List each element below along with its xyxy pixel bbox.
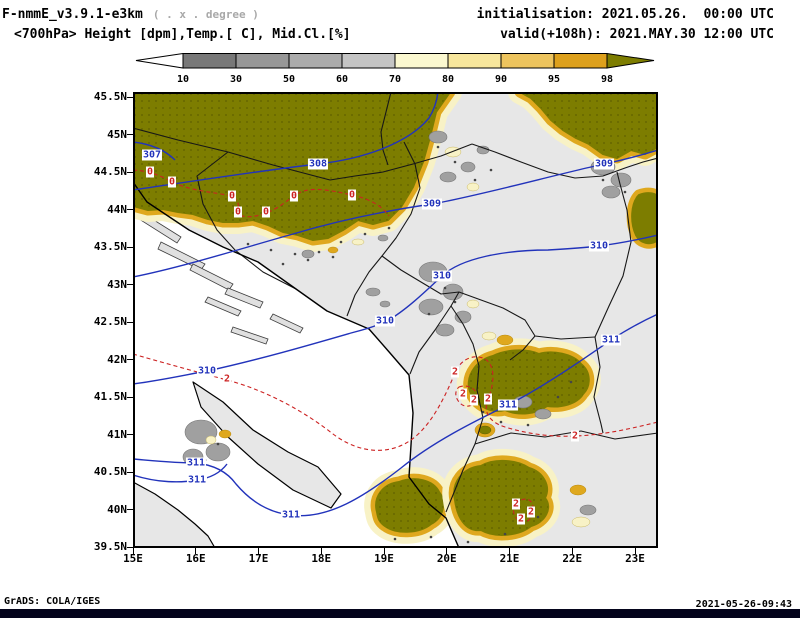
model-subtitle: ( . x . degree )	[152, 8, 259, 21]
border-bulgaria-macedonia	[593, 336, 604, 434]
cloud-shading	[133, 92, 658, 543]
x-axis-tick	[383, 548, 385, 554]
colorbar-segment	[182, 53, 237, 69]
y-axis-label: 45.5N	[93, 90, 127, 103]
colorbar-tick-label: 95	[548, 74, 560, 85]
x-axis-label: 15E	[123, 552, 143, 565]
field-title: <700hPa> Height [dpm],Temp.[ C], Mid.Cl.…	[14, 27, 351, 42]
height-contour-308	[133, 92, 439, 191]
colorbar-segment	[394, 53, 449, 69]
colorbar-segment	[500, 53, 555, 69]
italy-landmass	[133, 481, 216, 548]
colorbar-tick-label: 60	[336, 74, 348, 85]
y-axis-label: 40N	[107, 502, 127, 516]
colorbar-segment	[135, 52, 184, 69]
border-croatia-serbia	[380, 92, 392, 166]
y-axis-label: 44.5N	[93, 165, 127, 178]
gray-cloud-patches	[182, 130, 632, 528]
colorbar-tick-label: 10	[177, 74, 189, 85]
x-axis-tick	[509, 548, 510, 554]
forecast-map	[133, 92, 658, 548]
colorbar-segment	[553, 53, 608, 69]
map-frame	[133, 92, 658, 548]
border-serbia-bulgaria	[594, 171, 632, 338]
colorbar-segment	[606, 52, 655, 69]
x-axis-label: 20E	[436, 552, 457, 565]
border-danube	[471, 143, 658, 179]
x-axis-label: 19E	[374, 552, 394, 565]
x-axis-label: 16E	[185, 552, 206, 565]
colorbar-tick-label: 80	[442, 74, 454, 85]
x-axis-label: 21E	[499, 552, 520, 565]
border-drina	[346, 141, 421, 317]
colorbar-segment	[341, 53, 396, 69]
x-axis-tick	[258, 548, 259, 554]
x-axis-tick	[320, 548, 322, 554]
y-axis-label: 41N	[107, 427, 127, 441]
y-axis-label: 39.5N	[93, 540, 127, 553]
x-axis-tick	[571, 548, 573, 554]
bottom-bar	[0, 609, 800, 618]
border-bosnia-west	[196, 151, 297, 290]
map-plot: 45.5N 45N 44.5N 44N 43.5N 43N 42.5N 42N 41.5N 41N…	[94, 91, 658, 565]
cloud-cover-colorbar: 10 30 50 60 70 80 90 95 98	[130, 52, 660, 87]
model-title: F-nmmE_v3.9.1-e3km	[2, 7, 143, 22]
colorbar-segment	[447, 53, 502, 69]
x-axis-label: 22E	[562, 552, 583, 565]
x-axis-label: 23E	[625, 552, 645, 565]
border-montenegro-serbia	[381, 255, 596, 340]
x-axis-label: 17E	[248, 552, 269, 565]
border-sava	[329, 143, 473, 181]
model-title-line: F-nmmE_v3.9.1-e3km ( . x . degree )	[2, 7, 259, 22]
y-axis-label: 43N	[107, 277, 127, 291]
colorbar-tick-label: 30	[230, 74, 242, 85]
valid-time: valid(+108h): 2021.MAY.30 12:00 UTC	[500, 27, 774, 42]
height-contour-310	[133, 234, 658, 385]
country-borders	[133, 92, 658, 513]
x-axis-tick	[195, 548, 197, 554]
x-axis-tick	[132, 548, 134, 554]
border-albania-east	[445, 305, 484, 513]
border-kosovo-macedonia	[509, 335, 536, 361]
y-axis-label: 44N	[107, 202, 127, 216]
colorbar-tick-label: 50	[283, 74, 295, 85]
creation-timestamp: 2021-05-26-09:43	[695, 599, 792, 610]
colorbar-segment	[288, 53, 343, 69]
height-contour-311	[133, 313, 658, 517]
border-montenegro-albania	[409, 291, 460, 375]
y-axis-label: 41.5N	[93, 390, 127, 403]
temp-contour-2-loop-south	[513, 498, 534, 523]
colorbar-svg: 10 30 50 60 70 80 90 95 98	[135, 52, 655, 85]
x-axis-tick	[446, 548, 448, 554]
y-axis-label: 43.5N	[93, 240, 127, 253]
border-greece-north	[474, 430, 658, 445]
speckle-dots	[203, 145, 627, 544]
grads-credit: GrADS: COLA/IGES	[4, 596, 101, 607]
colorbar-segment	[235, 53, 290, 69]
height-contour-307	[133, 141, 176, 161]
colorbar-tick-label: 90	[495, 74, 507, 85]
x-axis-tick	[634, 548, 636, 554]
temp-contour-0	[133, 169, 390, 218]
y-axis-label: 42.5N	[93, 315, 127, 328]
y-axis-label: 42N	[107, 352, 127, 366]
colorbar-tick-label: 98	[601, 74, 613, 85]
colorbar-tick-label: 70	[389, 74, 401, 85]
adriatic-coastline	[133, 181, 460, 548]
y-axis-label: 40.5N	[93, 465, 127, 478]
y-axis-label: 45N	[107, 127, 127, 141]
x-axis-label: 18E	[311, 552, 332, 565]
initialisation-time: initialisation: 2021.05.26. 00:00 UTC	[476, 7, 774, 22]
